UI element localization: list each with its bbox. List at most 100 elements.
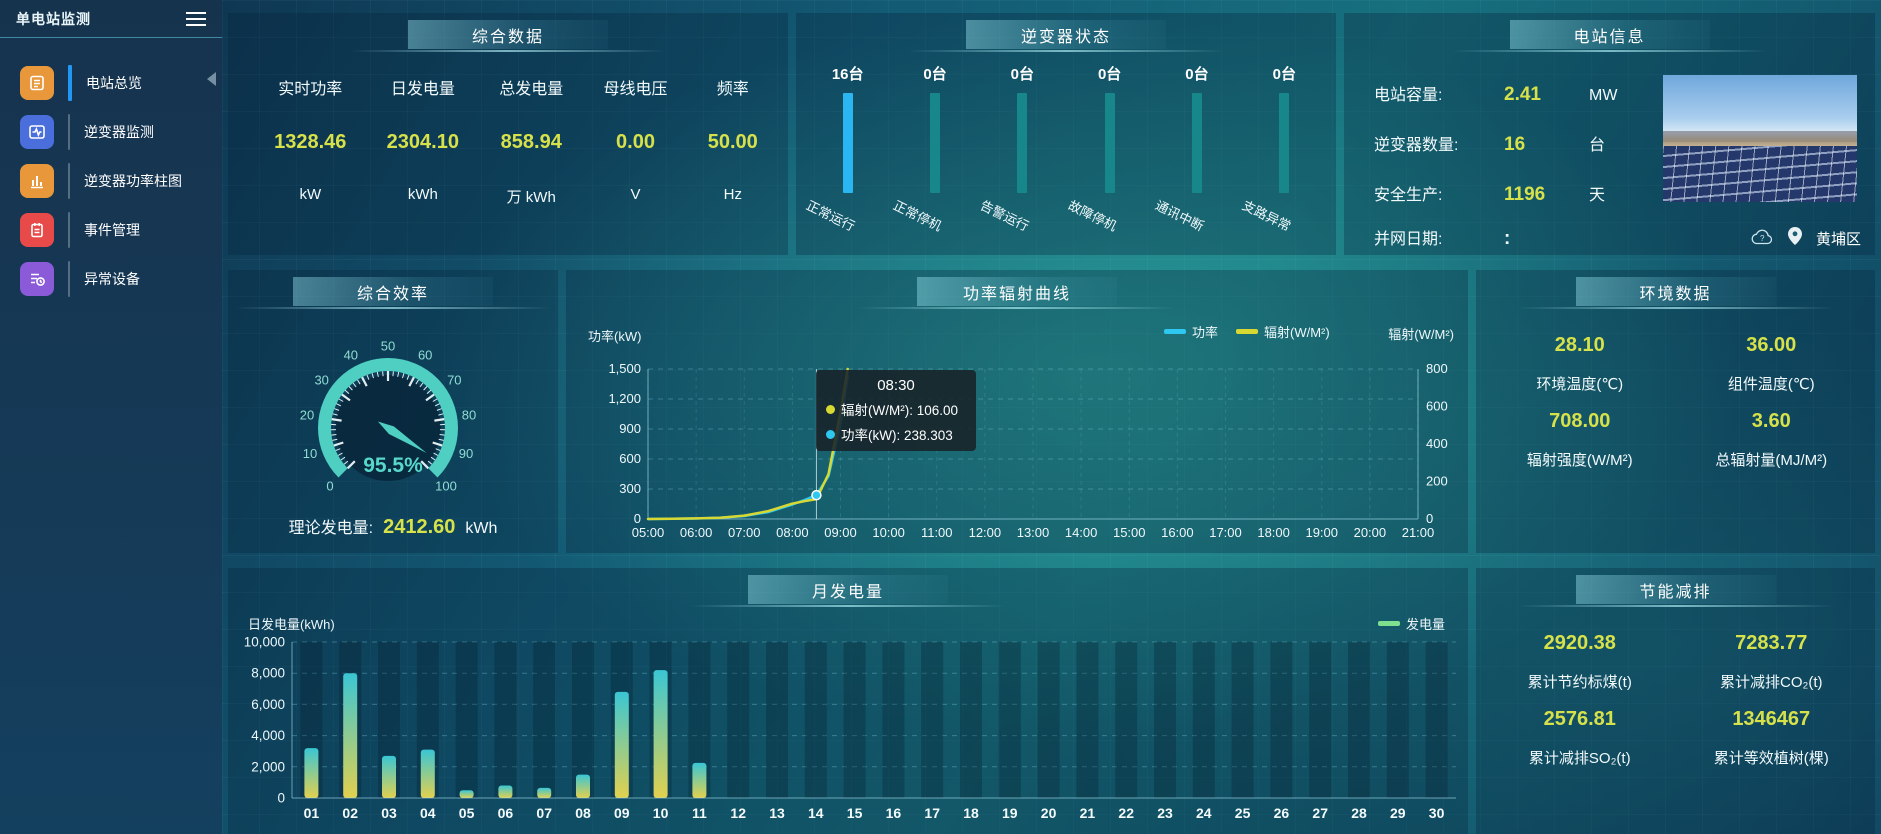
menu-separator: [68, 162, 70, 199]
panel-title-text: 逆变器状态: [1020, 28, 1111, 46]
svg-text:15:00: 15:00: [1113, 525, 1146, 540]
station-info-rows: 电站容量: 2.41 MW 逆变器数量: 16 台安全生产: 1196 天并网日期: :: [1344, 13, 1875, 255]
sidebar-nav: 电站总览 逆变器监测 逆变器功率柱图 事: [0, 58, 222, 303]
inverter-status-0[interactable]: 16台 正常运行: [804, 61, 891, 234]
station-info-row-3: 并网日期: :: [1374, 225, 1589, 250]
sidebar-item-label: 电站总览: [86, 74, 142, 91]
station-info-row-2: 安全生产: 1196 天: [1374, 181, 1605, 206]
svg-text:19:00: 19:00: [1305, 525, 1338, 540]
panel-summary-data: 综合数据 实时功率 1328.46 kW 日发电量 2304.10 kWh 总发电量 858.…: [228, 13, 788, 255]
svg-text:21:00: 21:00: [1402, 525, 1435, 540]
svg-text:10: 10: [303, 446, 317, 461]
inverter-power-bars-icon: [20, 163, 54, 198]
svg-text:05:00: 05:00: [632, 525, 665, 540]
svg-text:05: 05: [459, 805, 475, 821]
station-row-value: :: [1504, 228, 1511, 249]
svg-text:02: 02: [342, 805, 358, 821]
svg-text:13:00: 13:00: [1017, 525, 1050, 540]
svg-text:03: 03: [381, 805, 397, 821]
sidebar-collapse-arrow[interactable]: [207, 72, 216, 86]
hamburger-menu-icon[interactable]: [186, 11, 206, 26]
svg-text:10:00: 10:00: [872, 525, 905, 540]
station-row-value: 1196: [1504, 184, 1546, 205]
stat-unit: Hz: [723, 186, 742, 203]
inverter-status-bars: 16台 正常运行 0台 正常停机 0台 告警运行 0台 故障停机 0台 通讯中断 0台 支路异常: [796, 49, 1336, 234]
energy-saving-stat-label: 累计减排SO₂(t): [1528, 750, 1631, 767]
sidebar-item-inverter-monitor[interactable]: 逆变器监测: [0, 107, 222, 156]
tooltip-time: 08:30: [877, 377, 915, 394]
inverter-status-1[interactable]: 0台 正常停机: [891, 61, 978, 234]
svg-text:11:00: 11:00: [921, 525, 953, 540]
environment-stat-label: 环境温度(℃): [1536, 376, 1624, 393]
bar-chart-ylabel: 日发电量(kWh): [248, 617, 335, 632]
inverter-status-2[interactable]: 0台 告警运行: [978, 61, 1065, 234]
district-label[interactable]: 黄埔区: [1815, 231, 1861, 248]
panel-title: 综合数据: [350, 20, 666, 52]
photo-mountains: [1663, 130, 1857, 143]
sidebar-item-label: 事件管理: [84, 221, 140, 238]
stat-label: 频率: [716, 81, 749, 98]
panel-station-info: 电站信息 电站容量: 2.41 MW 逆变器数量: 16 台安全生产: 1196 天并网日期:…: [1344, 13, 1875, 255]
panel-inverter-status: 逆变器状态 16台 正常运行 0台 正常停机 0台 告警运行 0台 故障停机 0台 通讯中断 0台支…: [796, 13, 1336, 255]
svg-text:27: 27: [1312, 805, 1328, 821]
station-row-unit: 天: [1589, 187, 1606, 204]
event-management-icon: [20, 212, 54, 247]
station-info-row-0: 电站容量: 2.41 MW: [1374, 81, 1617, 106]
inverter-bar: [1191, 93, 1202, 193]
stat-value: 0.00: [616, 131, 655, 153]
tooltip-series-dot: [826, 429, 835, 439]
legend-radiation-marker: [1236, 329, 1259, 334]
svg-text:0: 0: [634, 511, 641, 526]
menu-active-indicator: [68, 64, 72, 101]
location-pin-icon[interactable]: [1787, 227, 1802, 250]
panel-efficiency: 综合效率 0 10 20 30 40 50 60 70 80 90 100 95.5% 理论发电量: …: [228, 270, 558, 553]
panel-title: 功率辐射曲线: [859, 277, 1175, 309]
svg-text:200: 200: [1426, 474, 1448, 489]
inverter-status-4[interactable]: 0台 通讯中断: [1153, 61, 1240, 234]
legend-item-radiation[interactable]: 辐射(W/M²): [1236, 322, 1330, 341]
stat-value: 858.94: [500, 131, 562, 153]
legend-item-power[interactable]: 功率: [1164, 322, 1218, 341]
energy-saving-stat-0: 2920.38 累计节约标煤(t): [1484, 632, 1676, 692]
svg-text:17: 17: [924, 805, 940, 821]
svg-text:08:00: 08:00: [776, 525, 809, 540]
inverter-status-5[interactable]: 0台 支路异常: [1240, 61, 1327, 234]
svg-text:21: 21: [1080, 805, 1096, 821]
legend-item-generation[interactable]: 发电量: [1378, 614, 1445, 633]
sidebar-item-label: 异常设备: [84, 270, 140, 287]
panel-monthly-generation: 月发电量 日发电量(kWh) 发电量 0 2,000 4,000 6,000 8,000…: [228, 568, 1468, 834]
sidebar-item-event-management[interactable]: 事件管理: [0, 205, 222, 254]
energy-saving-stat-label: 累计等效植树(棵): [1713, 750, 1829, 767]
environment-stat-1: 36.00 组件温度(℃): [1676, 334, 1868, 394]
panel-energy-saving: 节能减排 2920.38 累计节约标煤(t) 7283.77 累计减排CO₂(t) 25…: [1476, 568, 1875, 834]
chart-tooltip: 08:30 辐射(W/M²): 106.00 功率(kW): 238.303: [816, 370, 976, 451]
energy-saving-stat-1: 7283.77 累计减排CO₂(t): [1676, 632, 1868, 692]
sidebar-item-inverter-power-bars[interactable]: 逆变器功率柱图: [0, 156, 222, 205]
line-chart-svg[interactable]: 05:00 06:00 07:00 08:00 09:00 10:00 11:00 12:00…: [566, 291, 1468, 553]
svg-text:600: 600: [1426, 399, 1448, 414]
left-axis-label: 功率(kW): [588, 329, 642, 344]
sidebar-item-abnormal-devices[interactable]: 异常设备: [0, 254, 222, 303]
svg-text:08: 08: [575, 805, 591, 821]
inverter-status-3[interactable]: 0台 故障停机: [1066, 61, 1153, 234]
station-row-unit: MW: [1589, 87, 1618, 104]
weather-cloud-icon: ?: [1750, 228, 1774, 250]
svg-text:300: 300: [619, 481, 641, 496]
summary-stat-1: 日发电量 2304.10 kWh: [387, 75, 459, 207]
svg-text:25: 25: [1235, 805, 1251, 821]
panel-title: 电站信息: [1451, 20, 1768, 52]
energy-saving-stat-2: 2576.81 累计减排SO₂(t): [1484, 708, 1676, 768]
svg-text:20: 20: [300, 408, 314, 423]
energy-saving-stat-value: 1346467: [1732, 708, 1811, 730]
energy-saving-stat-value: 7283.77: [1735, 632, 1808, 654]
station-row-label: 并网日期:: [1374, 231, 1443, 248]
svg-text:15: 15: [847, 805, 863, 821]
bar-chart-svg[interactable]: 0 2,000 4,000 6,000 8,000 10,000 01 02 03 04 05 06 0…: [228, 568, 1468, 834]
station-photo: [1663, 75, 1857, 202]
svg-text:20:00: 20:00: [1354, 525, 1387, 540]
svg-text:23: 23: [1157, 805, 1173, 821]
svg-text:07: 07: [536, 805, 552, 821]
sidebar-item-station-overview[interactable]: 电站总览: [0, 58, 222, 107]
sidebar-item-label: 逆变器监测: [84, 123, 154, 140]
stat-label: 日发电量: [390, 81, 455, 98]
